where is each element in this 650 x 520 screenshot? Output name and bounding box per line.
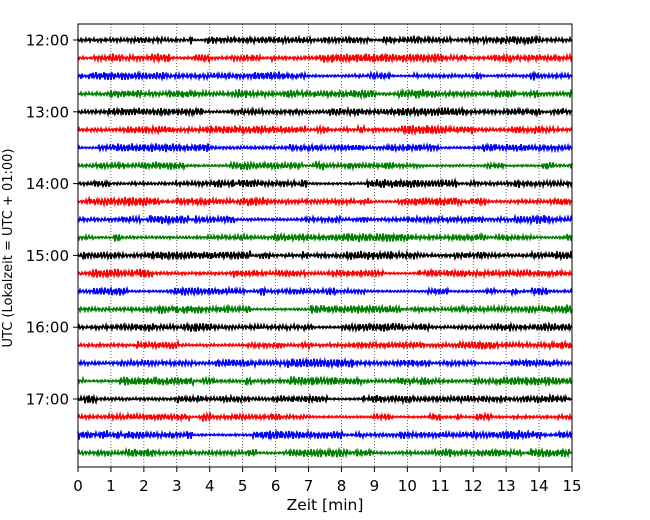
trace-1700 [77,392,573,406]
x-tick-label: 12 [464,477,483,495]
trace-1245 [77,87,573,101]
x-tick-label: 2 [139,477,149,495]
x-tick-label: 1 [106,477,116,495]
trace-1430 [77,213,573,227]
y-tick-label: 15:00 [26,247,69,265]
trace-1415 [77,195,573,208]
x-axis-ticks: 0 1 2 3 4 5 6 7 8 9 10 11 12 13 14 15 [73,467,582,495]
x-tick-label: 11 [431,477,450,495]
traces [77,34,573,459]
trace-1330 [77,142,573,154]
x-tick-label: 15 [562,477,581,495]
x-tick-label: 9 [370,477,380,495]
x-tick-label: 3 [172,477,182,495]
x-tick-label: 10 [398,477,417,495]
trace-1445 [77,231,573,244]
x-tick-label: 13 [497,477,516,495]
x-axis-label: Zeit [min] [287,496,364,514]
y-axis-ticks: 12:00 13:00 14:00 15:00 16:00 17:00 [26,32,78,409]
trace-1715 [77,411,573,423]
trace-1515 [77,267,573,280]
x-tick-label: 0 [73,477,83,495]
x-tick-label: 7 [304,477,314,495]
trace-1345 [77,159,573,172]
trace-1315 [77,123,573,137]
x-tick-label: 4 [205,477,215,495]
trace-1300 [77,105,573,118]
trace-1500 [77,249,573,262]
trace-1745 [77,446,573,459]
trace-1545 [77,303,573,315]
y-tick-label: 16:00 [26,319,69,337]
trace-1600 [77,320,573,334]
grid-lines [110,24,540,467]
x-tick-label: 6 [271,477,281,495]
y-tick-label: 13:00 [26,103,69,121]
trace-1615 [77,338,573,352]
trace-1200 [77,34,573,47]
x-tick-label: 14 [530,477,549,495]
y-tick-label: 12:00 [26,32,69,50]
trace-1630 [77,356,573,370]
x-tick-label: 8 [337,477,347,495]
trace-1230 [77,69,573,82]
plot-frame [77,23,573,468]
y-axis-label: UTC (Lokalzeit = UTC + 01:00) [1,149,16,348]
y-tick-label: 17:00 [26,391,69,409]
trace-1400 [77,177,573,190]
x-tick-label: 5 [238,477,248,495]
trace-1530 [77,285,573,298]
trace-1645 [77,375,573,388]
trace-1215 [77,52,573,64]
y-tick-label: 14:00 [26,175,69,193]
trace-1730 [77,428,573,442]
